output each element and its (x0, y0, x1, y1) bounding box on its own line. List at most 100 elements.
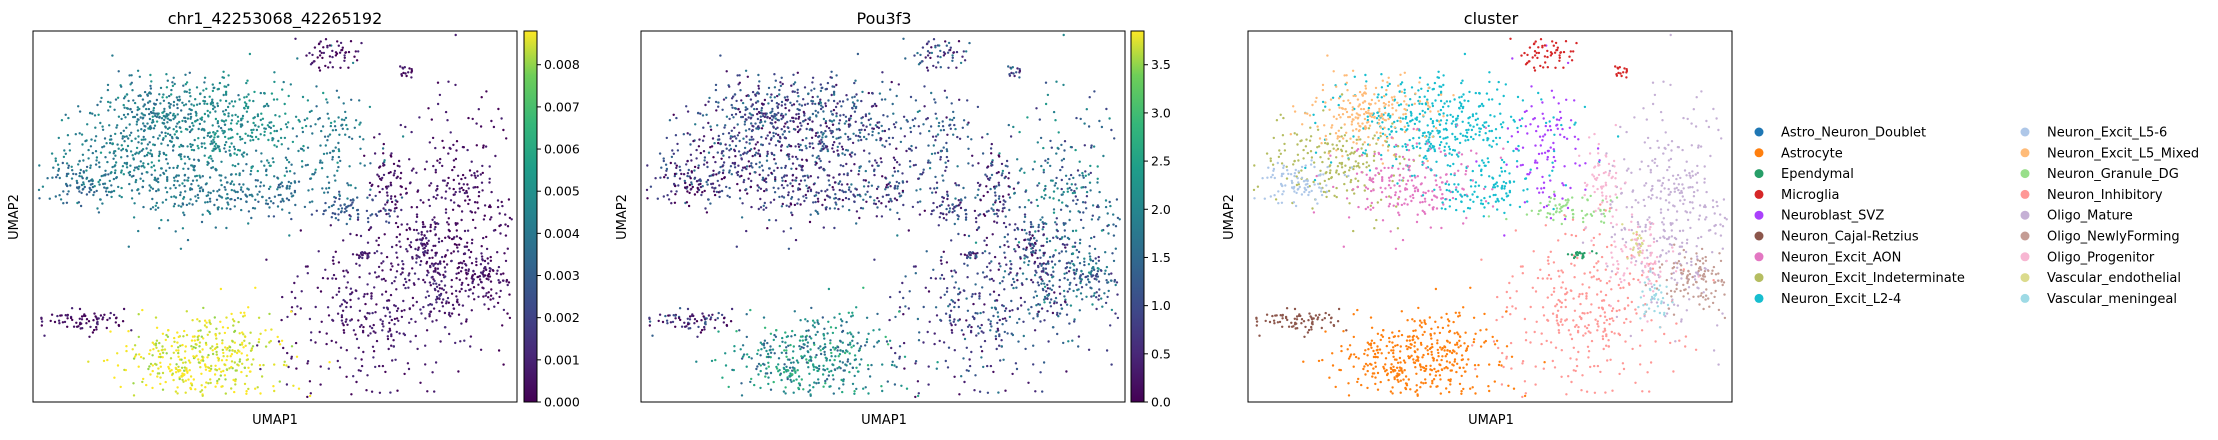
cell-point (904, 305, 906, 307)
cell-point (42, 186, 44, 188)
cell-point (344, 300, 346, 302)
cell-point (243, 152, 245, 154)
cell-point (437, 82, 439, 84)
cell-point (763, 190, 765, 192)
cell-point (894, 383, 896, 385)
cell-point (144, 125, 146, 127)
cell-point (165, 135, 167, 137)
cell-point (384, 280, 386, 282)
cell-point (142, 165, 144, 167)
cell-point (798, 183, 800, 185)
cell-point (447, 182, 449, 184)
cell-point (402, 300, 404, 302)
cell-point (505, 260, 507, 262)
cell-point (237, 163, 239, 165)
cell-point (434, 270, 436, 272)
cell-point (1072, 253, 1074, 255)
cell-point (420, 242, 422, 244)
cell-point (334, 125, 336, 127)
cell-point (899, 291, 901, 293)
cell-point (212, 139, 214, 141)
cell-point (276, 177, 278, 179)
cell-point (1101, 229, 1103, 231)
cell-point (435, 319, 437, 321)
cell-point (307, 265, 309, 267)
cell-point (247, 222, 249, 224)
cell-point (461, 267, 463, 269)
cell-point (411, 267, 413, 269)
cell-point (94, 140, 96, 142)
cell-point (277, 140, 279, 142)
cell-point (435, 189, 437, 191)
cell-point (1105, 206, 1107, 208)
cell-point (287, 121, 289, 123)
panel-1-colorbar-gradient (524, 31, 537, 402)
cell-point (182, 212, 184, 214)
cell-point (438, 310, 440, 312)
cell-point (500, 273, 502, 275)
cell-point (175, 367, 177, 369)
panel-2-title: Pou3f3 (857, 9, 912, 28)
cell-point (402, 263, 404, 265)
cell-point (954, 182, 956, 184)
cell-point (1093, 145, 1095, 147)
cell-point (894, 159, 896, 161)
cell-point (853, 105, 855, 107)
cell-point (847, 136, 849, 138)
cell-point (1073, 277, 1075, 279)
cell-point (391, 359, 393, 361)
cell-point (235, 173, 237, 175)
cell-point (193, 149, 195, 151)
cell-point (192, 336, 194, 338)
cell-point (310, 392, 312, 394)
cell-point (1095, 275, 1097, 277)
cell-point (489, 268, 491, 270)
cell-point (1011, 309, 1013, 311)
cell-point (845, 94, 847, 96)
cell-point (277, 186, 279, 188)
cell-point (810, 189, 812, 191)
cell-point (728, 118, 730, 120)
cell-point (326, 139, 328, 141)
cell-point (500, 117, 502, 119)
cell-point (797, 143, 799, 145)
cell-point (781, 180, 783, 182)
cell-point (406, 229, 408, 231)
cell-point (104, 173, 106, 175)
cell-point (774, 86, 776, 88)
cell-point (700, 194, 702, 196)
cell-point (1060, 144, 1062, 146)
cell-point (465, 264, 467, 266)
cell-point (165, 154, 167, 156)
cell-point (190, 116, 192, 118)
cell-point (271, 92, 273, 94)
cell-point (239, 332, 241, 334)
cell-point (350, 204, 352, 206)
cell-point (905, 150, 907, 152)
cell-point (221, 130, 223, 132)
cell-point (431, 371, 433, 373)
cell-point (313, 173, 315, 175)
cell-point (972, 164, 974, 166)
cell-point (1050, 274, 1052, 276)
cell-point (1109, 324, 1111, 326)
cell-point (273, 363, 275, 365)
cell-point (186, 145, 188, 147)
cell-point (715, 101, 717, 103)
cell-point (877, 186, 879, 188)
cell-point (356, 59, 358, 61)
cell-point (228, 102, 230, 104)
cell-point (185, 345, 187, 347)
cell-point (163, 119, 165, 121)
cell-point (240, 371, 242, 373)
cell-point (341, 118, 343, 120)
cell-point (198, 361, 200, 363)
cell-point (212, 108, 214, 110)
cell-point (357, 209, 359, 211)
cell-point (880, 157, 882, 159)
cell-point (791, 156, 793, 158)
cell-point (180, 359, 182, 361)
cell-point (774, 121, 776, 123)
cell-point (165, 73, 167, 75)
cell-point (359, 326, 361, 328)
